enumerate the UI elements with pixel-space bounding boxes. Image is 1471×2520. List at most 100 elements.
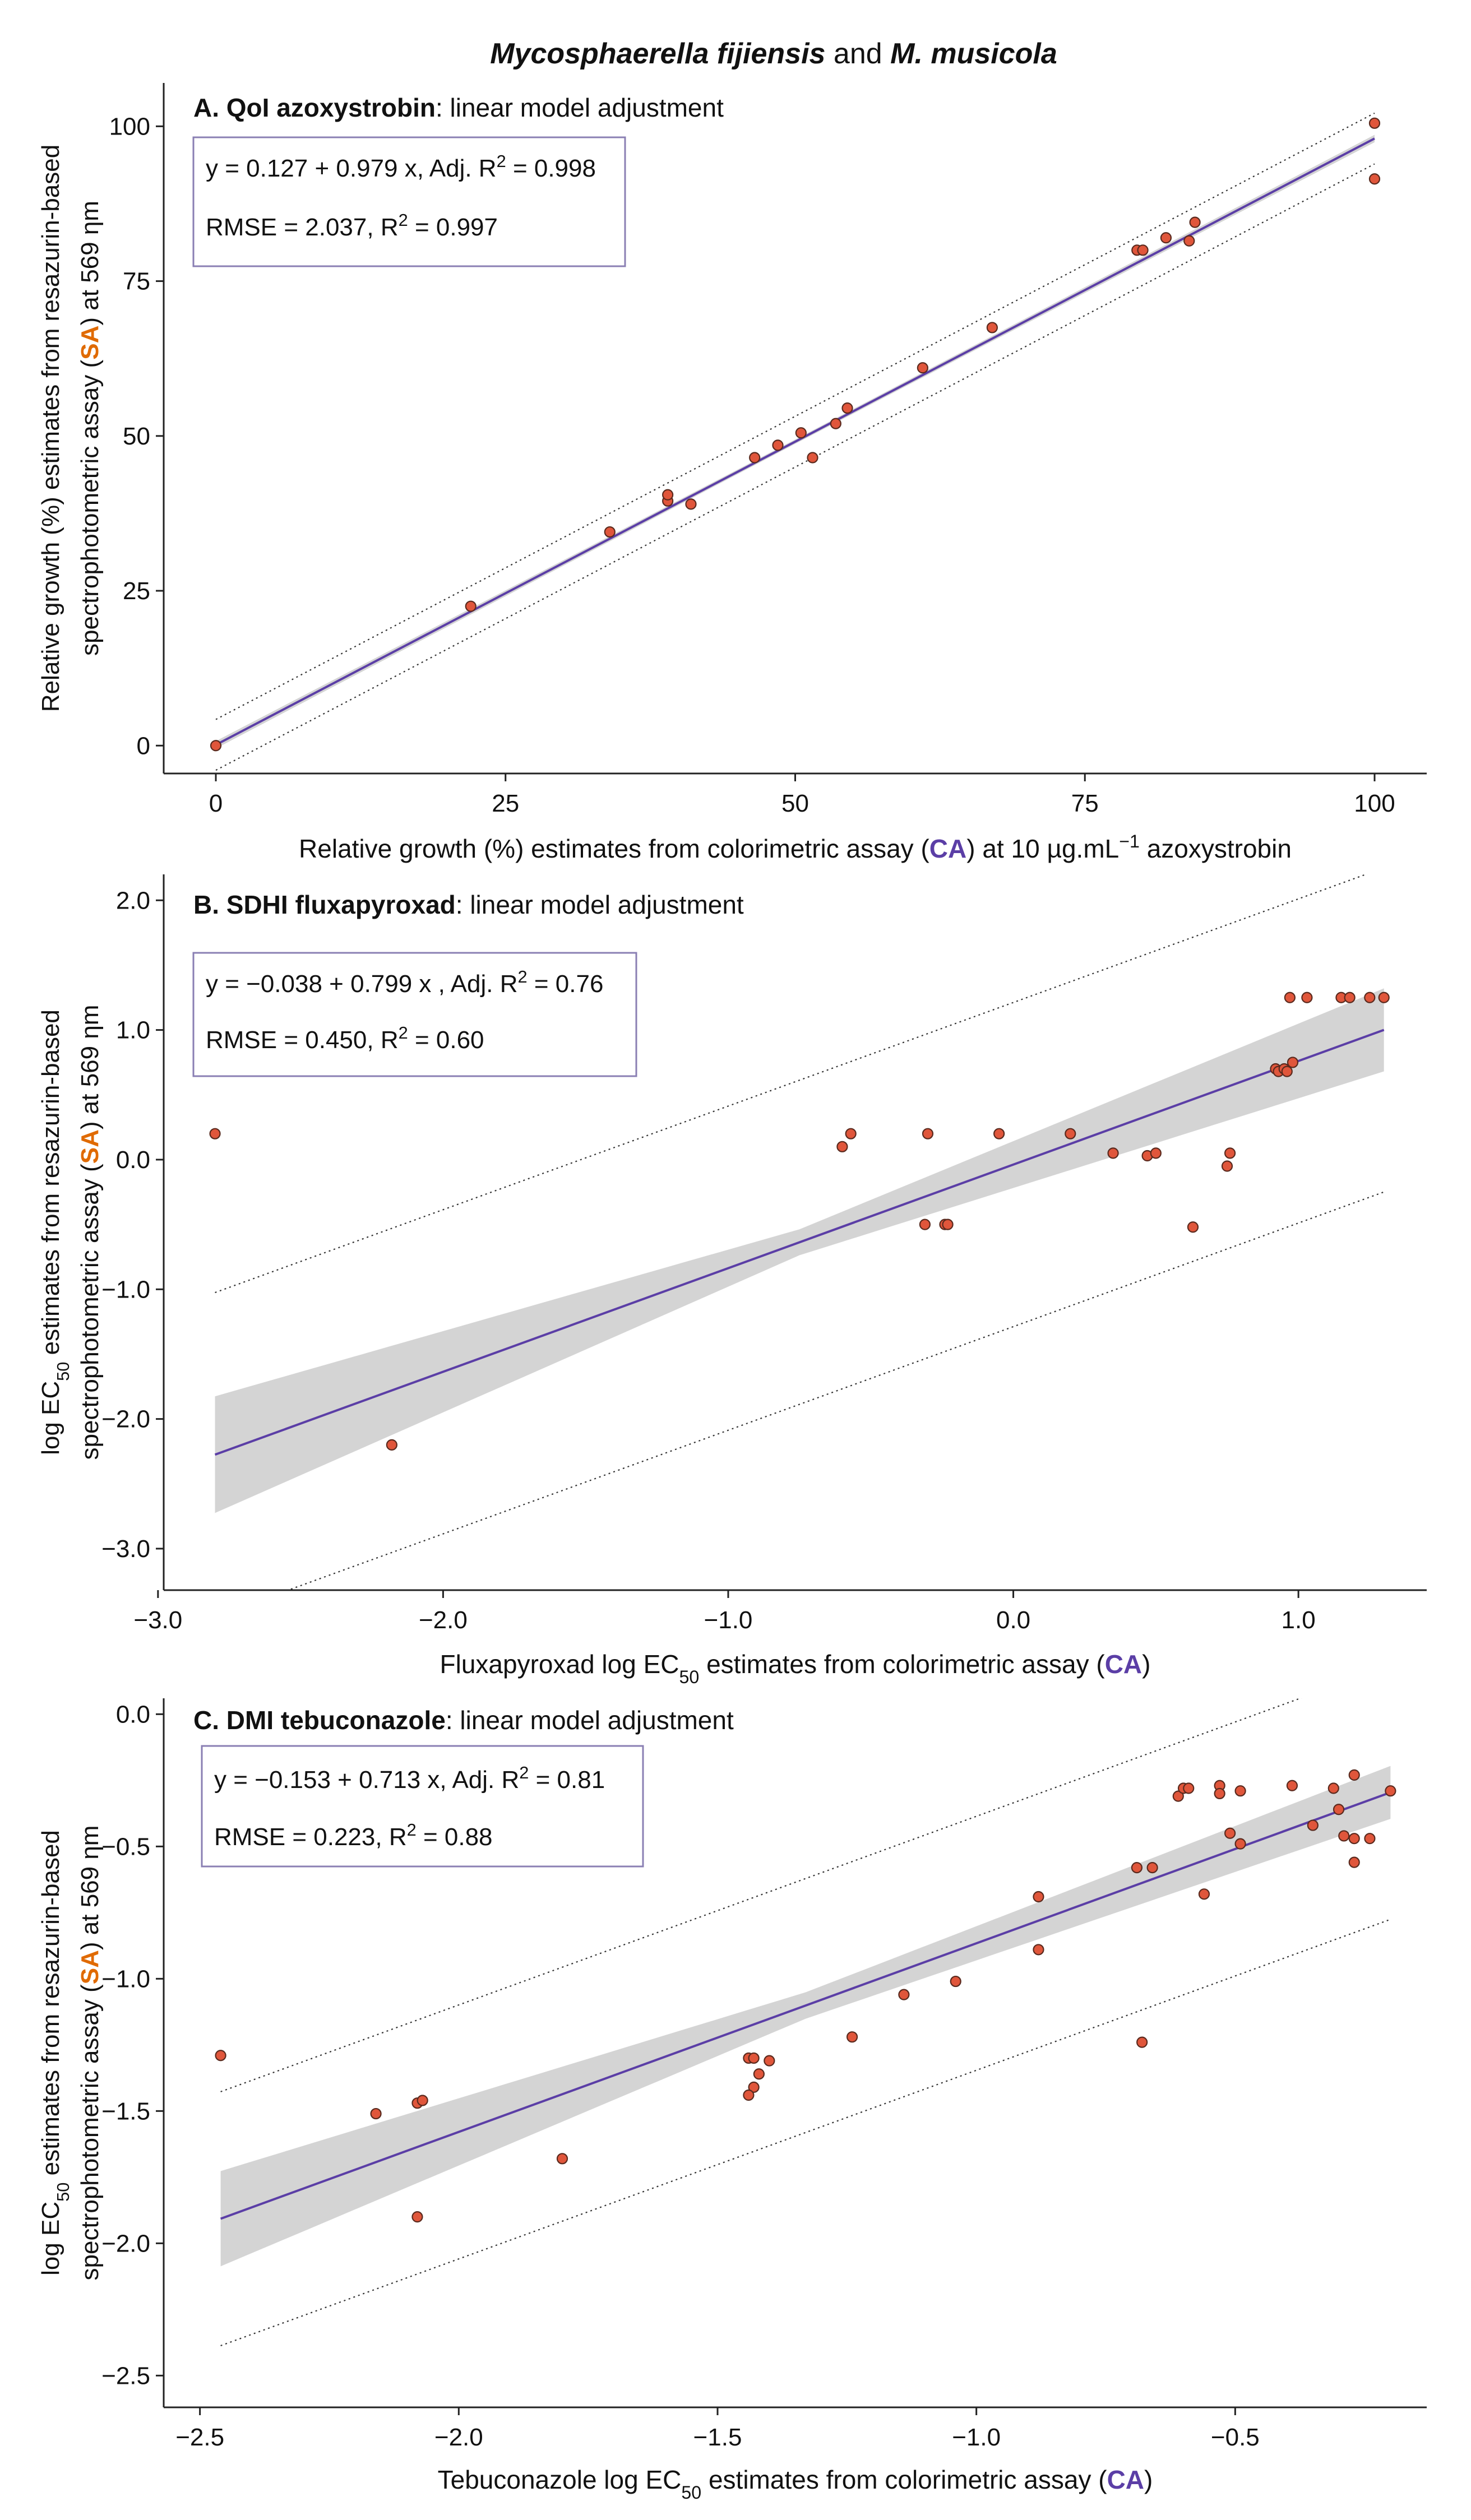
panel-b-y-label-line-2-paren-2: ): [76, 1121, 104, 1129]
panel-c-data-point: [950, 1975, 961, 1988]
panel-c-data-point: [1348, 1833, 1360, 1845]
panel-a-title-rest: : linear model adjustment: [436, 93, 724, 122]
panel-b-upper-prediction-line: [215, 874, 1368, 1294]
panel-a-fit-stats: RMSE = 2.037, R2 = 0.997: [206, 210, 498, 242]
panel-c-data-point: [1198, 1888, 1210, 1900]
panel-c-data-point: [411, 2211, 423, 2223]
panel-c-data-point: [1224, 1827, 1236, 1839]
panel-b-data-point: [1287, 1057, 1299, 1068]
panel-b-equation-seg-0: y = −0.038 + 0.799 x , Adj. R: [206, 970, 518, 998]
panel-b-y-label-line-2-seg-0: spectrophotometric assay: [76, 1172, 104, 1460]
panel-c-data-point: [1234, 1838, 1246, 1850]
panel-c-y-tick-label: 0.0: [116, 1701, 150, 1728]
panel-a-regression-line: [215, 137, 1375, 746]
panel-a-x-tick-label: 100: [1354, 790, 1395, 817]
panel-c-data-point: [1172, 1790, 1184, 1802]
panel-a-fit-stats-seg-0: RMSE = 2.037, R: [206, 214, 399, 241]
panel-c-data-point: [1286, 1780, 1298, 1791]
panel-b-y-tick-label: −3.0: [101, 1535, 150, 1563]
panel-b-y-label-line-1-seg-0: log EC: [37, 1381, 64, 1455]
panel-a-x-label-seg-4: azoxystrobin: [1140, 834, 1292, 863]
panel-b-data-point: [845, 1128, 857, 1139]
panel-c-y-label-line-1-seg-1: estimates from resazurin-based: [37, 1830, 64, 2182]
panel-b-data-point: [1187, 1221, 1199, 1233]
panel-c-title-bold: C. DMI tebuconazole: [193, 1706, 446, 1735]
panel-b-x-tick-label: −1.0: [704, 1606, 753, 1634]
panel-a-y-label-line-2-seg-3: at 569 ηm: [76, 201, 104, 317]
panel-b-data-point: [1224, 1147, 1236, 1159]
panel-b-data-point: [922, 1128, 934, 1139]
panel-c-data-point: [1234, 1785, 1246, 1797]
panel-b-y-tick-label: 2.0: [116, 887, 150, 914]
panel-c-data-point: [1338, 1830, 1350, 1842]
panel-b-y-tick-label: −2.0: [101, 1406, 150, 1433]
panel-a-y-label-line-2-seg-0: spectrophotometric assay: [76, 368, 104, 656]
panel-a-upper-prediction-line: [215, 112, 1375, 720]
panel-c-x-label-paren-2: (: [1098, 2465, 1107, 2494]
panel-c-data-point: [753, 2068, 765, 2080]
panel-b-x-label-seg-0: Fluxapyroxad log EC: [440, 1650, 679, 1679]
panel-c-data-point: [1136, 2036, 1148, 2048]
panel-c-y-label-line-2-seg-3: at 569 ηm: [76, 1826, 104, 1942]
panel-c-y-tick-label: −2.5: [101, 2362, 150, 2389]
panel-c: −2.5 −2.0 −1.5 −1.0 −0.5 −2.5 −2.0 −1.5 −1.0 −0.5…: [37, 1698, 1427, 2503]
panel-a-fit-stats-superscript: 2: [399, 210, 408, 230]
panel-b-data-point: [209, 1128, 221, 1139]
panel-a-y-tick-label: 0: [137, 732, 150, 759]
panel-c-confidence-band: [220, 1766, 1391, 2267]
panel-c-data-point: [764, 2055, 775, 2067]
panel-a-x-tick-label: 50: [781, 790, 809, 817]
panel-c-y-tick-label: −2.0: [101, 2230, 150, 2257]
panel-a-y-label-line-2-paren-2: ): [76, 317, 104, 326]
panel-a-y-label-line-2-sa-abbrev: SA: [76, 326, 104, 360]
panel-b-data-point: [1364, 992, 1376, 1003]
panel-b-fit-stats: RMSE = 0.450, R2 = 0.60: [206, 1023, 484, 1054]
panel-c-data-point: [1146, 1861, 1158, 1874]
panel-a-x-label-seg-3: at 10 µg.mL: [975, 834, 1120, 863]
panel-a-x-tick-label: 0: [209, 790, 223, 817]
figure-title-species-2: M. musicola: [890, 38, 1057, 70]
panel-b-data-point: [942, 1219, 954, 1230]
panel-a-y-tick-label: 100: [109, 113, 150, 140]
panel-b-regression-line: [214, 1029, 1385, 1456]
panel-b-title-rest: : linear model adjustment: [456, 890, 744, 919]
panel-c-y-tick-label: −0.5: [101, 1833, 150, 1860]
panel-a-data-point: [1368, 117, 1381, 129]
panel-a-data-point: [685, 498, 697, 510]
panel-b-y-label-line-2-paren-1: (: [76, 1164, 104, 1172]
panel-b-fit-stats-seg-0: RMSE = 0.450, R: [206, 1026, 399, 1054]
panel-b-data-point: [1344, 992, 1356, 1003]
panel-b-y-label-line-1-subscript: 50: [53, 1362, 73, 1381]
panel-b-data-point: [1301, 992, 1313, 1003]
panel-c-data-point: [1214, 1787, 1225, 1800]
panel-a-data-point: [1189, 216, 1201, 228]
panel-c-upper-prediction-line: [220, 1698, 1302, 2092]
panel-a-x-label-seg-0: Relative growth (%) estimates from color…: [299, 834, 920, 863]
panel-a-title-bold: A. QoI azoxystrobin: [193, 93, 436, 122]
panel-c-x-label-ca-abbrev: CA: [1107, 2465, 1144, 2494]
panel-a-x-tick-label: 25: [492, 790, 519, 817]
panel-a-data-point: [1137, 244, 1149, 256]
panel-c-equation-seg-0: y = −0.153 + 0.713 x, Adj. R: [214, 1766, 519, 1794]
panel-a-data-point: [1368, 173, 1381, 185]
panel-c-x-label-seg-0: Tebuconazole log EC: [438, 2465, 682, 2494]
panel-c-x-tick-label: −1.0: [952, 2424, 1001, 2451]
panel-a-data-point: [210, 740, 222, 752]
panel-b-data-point: [1221, 1160, 1233, 1172]
panel-a-data-point: [662, 489, 674, 501]
panel-b-data-point: [836, 1141, 848, 1152]
panel-c-y-label-line-2-seg-0: spectrophotometric assay: [76, 1993, 104, 2281]
panel-c-x-label-paren-3: ): [1144, 2465, 1153, 2494]
panel-a-x-label: Relative growth (%) estimates from color…: [299, 831, 1292, 863]
panel-b-x-tick-label: 1.0: [1282, 1606, 1316, 1634]
panel-c-data-point: [1333, 1804, 1345, 1815]
panel-c-data-point: [1131, 1861, 1143, 1874]
panel-c-equation-superscript: 2: [519, 1763, 529, 1782]
panel-b-y-tick-label: 1.0: [116, 1017, 150, 1044]
panel-a-y-label-line-2-paren-1: (: [76, 359, 104, 368]
panel-c-title: C. DMI tebuconazole: linear model adjust…: [193, 1706, 734, 1735]
panel-c-y-label-line-2-paren-2: ): [76, 1942, 104, 1950]
panel-a-data-point: [1183, 235, 1195, 247]
panel-c-fit-stats-superscript: 2: [407, 1820, 417, 1840]
